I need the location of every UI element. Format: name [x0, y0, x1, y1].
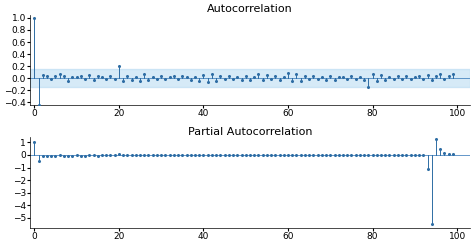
- Title: Autocorrelation: Autocorrelation: [207, 4, 293, 14]
- Bar: [30, 69, 470, 87]
- Title: Partial Autocorrelation: Partial Autocorrelation: [188, 127, 312, 137]
